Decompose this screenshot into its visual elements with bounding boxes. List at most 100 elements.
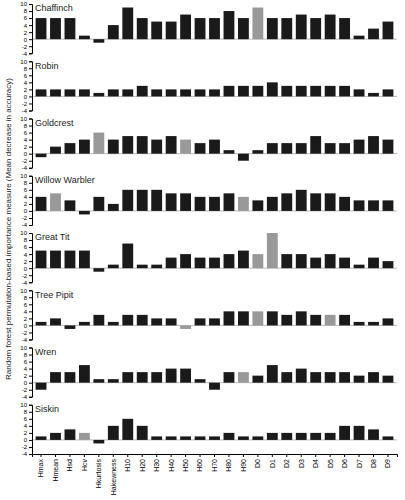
x-tick-label: Hakewness [110, 459, 117, 496]
y-tick: 10 [20, 288, 32, 294]
plot-area [32, 365, 397, 390]
bar [281, 372, 292, 383]
y-tick-mark [29, 440, 32, 441]
y-tick-label: 0 [24, 94, 28, 100]
bar [209, 18, 220, 39]
bar [50, 89, 61, 96]
y-tick-mark [29, 225, 32, 226]
bar [36, 436, 47, 440]
bar [180, 325, 191, 329]
bar [252, 311, 263, 325]
x-tick-label: H50 [182, 459, 189, 472]
y-tick-mark [29, 454, 32, 455]
x-tick-label: D9 [384, 459, 391, 468]
y-tick-mark [29, 275, 32, 276]
bar [267, 233, 278, 268]
y-tick-label: -2 [22, 158, 28, 164]
x-tick: D3 [298, 454, 305, 468]
x-tick-mark [387, 454, 388, 457]
bar [151, 190, 162, 211]
bar [368, 136, 379, 154]
y-tick: -2 [22, 44, 32, 50]
y-tick-label: 10 [20, 288, 27, 294]
y-tick-mark [29, 355, 32, 356]
x-tick: D6 [341, 454, 348, 468]
plot-area [32, 311, 397, 329]
panel: -4-20246810Wren [20, 345, 397, 400]
plot-area [32, 419, 397, 444]
y-tick-label: -2 [22, 330, 28, 336]
x-tick-label: H60 [196, 459, 203, 472]
y-tick-label: 2 [24, 430, 28, 436]
bar [166, 193, 177, 211]
bar [224, 86, 235, 97]
bar [137, 315, 148, 326]
x-tick-label: Hkurtosis [95, 459, 102, 489]
bar [79, 251, 90, 269]
y-tick-label: 6 [24, 187, 28, 193]
y-tick-mark [29, 348, 32, 349]
bar [383, 376, 394, 383]
x-tick-mark [214, 454, 215, 457]
bar [93, 379, 104, 383]
bar [108, 25, 119, 39]
y-tick-label: 10 [20, 116, 27, 122]
bar [224, 193, 235, 211]
y-tick-label: 6 [24, 130, 28, 136]
y-tick: -2 [22, 215, 32, 221]
x-tick-label: Hcv [81, 459, 88, 472]
y-tick-mark [29, 39, 32, 40]
y-tick: 6 [24, 359, 32, 365]
y-tick: 2 [24, 316, 32, 322]
bar [50, 318, 61, 325]
y-tick-label: 2 [24, 373, 28, 379]
bar [238, 251, 249, 269]
y-tick: 10 [20, 1, 32, 7]
bar [36, 322, 47, 326]
bar [137, 18, 148, 39]
bar [36, 383, 47, 390]
y-tick-label: 4 [24, 23, 28, 29]
y-tick: 6 [24, 416, 32, 422]
y-tick: -2 [22, 273, 32, 279]
bar [195, 89, 206, 96]
bar [368, 322, 379, 326]
y-tick-label: 8 [24, 237, 28, 243]
bar [224, 254, 235, 268]
bar [252, 150, 263, 154]
y-tick: 10 [20, 59, 32, 65]
y-tick-mark [29, 168, 32, 169]
bar [209, 436, 220, 440]
y-tick-label: 2 [24, 30, 28, 36]
y-tick: -4 [22, 108, 32, 114]
bar [65, 325, 76, 329]
y-tick: 8 [24, 8, 32, 14]
bar [339, 197, 350, 211]
y-tick: 2 [24, 87, 32, 93]
y-tick: 6 [24, 15, 32, 21]
bar [151, 22, 162, 40]
bar [224, 433, 235, 440]
y-tick-label: -4 [22, 451, 28, 457]
y-tick-label: -2 [22, 101, 28, 107]
bar [65, 18, 76, 39]
bar [166, 22, 177, 40]
y-tick-label: 8 [24, 295, 28, 301]
bar [354, 322, 365, 326]
y-tick-mark [29, 4, 32, 5]
panel: -4-20246810Chaffinch [20, 1, 397, 56]
x-tick-label: D0 [254, 459, 261, 468]
bar [267, 197, 278, 211]
y-tick-mark [29, 362, 32, 363]
x-tick-mark [228, 454, 229, 457]
y-axis: -4-20246810 [20, 402, 32, 457]
y-tick-label: 8 [24, 180, 28, 186]
y-tick-label: -4 [22, 51, 28, 57]
bar [368, 93, 379, 97]
bar [122, 190, 133, 211]
bar [50, 251, 61, 269]
x-axis-line [33, 455, 398, 458]
bar [383, 22, 394, 40]
x-tick-label: H30 [153, 459, 160, 472]
bar [151, 140, 162, 154]
